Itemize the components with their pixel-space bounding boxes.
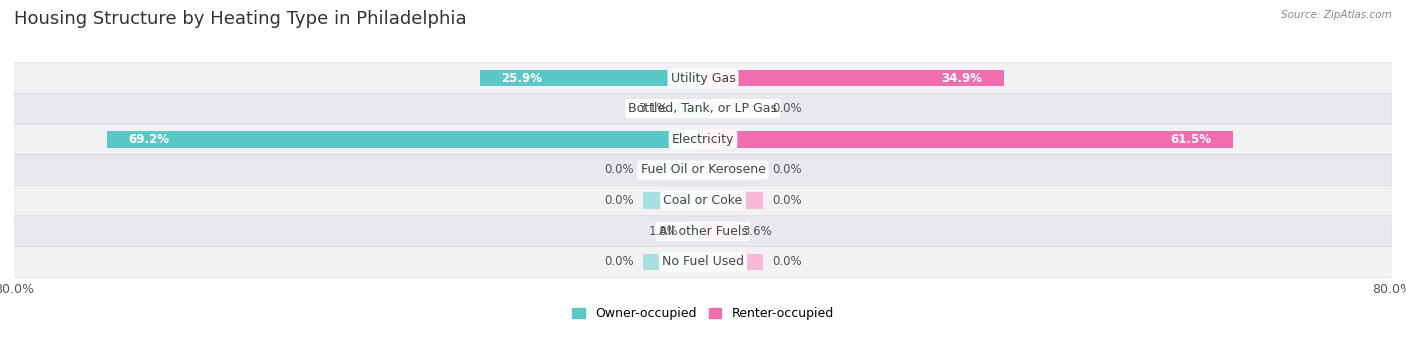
Text: 3.1%: 3.1%	[638, 102, 668, 115]
Legend: Owner-occupied, Renter-occupied: Owner-occupied, Renter-occupied	[572, 307, 834, 320]
Text: 34.9%: 34.9%	[941, 71, 981, 85]
Text: No Fuel Used: No Fuel Used	[662, 255, 744, 269]
Bar	[688, 223, 703, 240]
Text: 0.0%: 0.0%	[772, 164, 801, 176]
Text: 3.6%: 3.6%	[742, 225, 772, 238]
FancyBboxPatch shape	[14, 94, 1392, 124]
Bar	[676, 100, 703, 117]
Bar	[479, 70, 703, 86]
Bar	[643, 254, 703, 270]
Text: Housing Structure by Heating Type in Philadelphia: Housing Structure by Heating Type in Phi…	[14, 10, 467, 28]
Text: Source: ZipAtlas.com: Source: ZipAtlas.com	[1281, 10, 1392, 20]
Text: Fuel Oil or Kerosene: Fuel Oil or Kerosene	[641, 164, 765, 176]
Text: All other Fuels: All other Fuels	[658, 225, 748, 238]
FancyBboxPatch shape	[14, 124, 1392, 155]
Text: 69.2%: 69.2%	[128, 133, 170, 146]
Bar	[703, 100, 763, 117]
Text: Coal or Coke: Coal or Coke	[664, 194, 742, 207]
FancyBboxPatch shape	[14, 246, 1392, 277]
FancyBboxPatch shape	[14, 155, 1392, 185]
Text: 0.0%: 0.0%	[605, 194, 634, 207]
Bar	[703, 223, 734, 240]
Bar	[643, 192, 703, 209]
Text: 25.9%: 25.9%	[502, 71, 543, 85]
FancyBboxPatch shape	[14, 63, 1392, 94]
Text: 0.0%: 0.0%	[605, 255, 634, 269]
Text: 0.0%: 0.0%	[772, 102, 801, 115]
FancyBboxPatch shape	[14, 216, 1392, 246]
Text: Utility Gas: Utility Gas	[671, 71, 735, 85]
Bar	[703, 131, 1233, 148]
Bar	[703, 70, 1004, 86]
Text: 0.0%: 0.0%	[605, 164, 634, 176]
Bar	[703, 254, 763, 270]
Text: 61.5%: 61.5%	[1170, 133, 1211, 146]
Bar	[107, 131, 703, 148]
FancyBboxPatch shape	[14, 185, 1392, 216]
Bar	[703, 192, 763, 209]
Text: 0.0%: 0.0%	[772, 194, 801, 207]
Text: Electricity: Electricity	[672, 133, 734, 146]
Text: 1.8%: 1.8%	[650, 225, 679, 238]
Text: Bottled, Tank, or LP Gas: Bottled, Tank, or LP Gas	[628, 102, 778, 115]
Bar	[643, 162, 703, 178]
Text: 0.0%: 0.0%	[772, 255, 801, 269]
Bar	[703, 162, 763, 178]
